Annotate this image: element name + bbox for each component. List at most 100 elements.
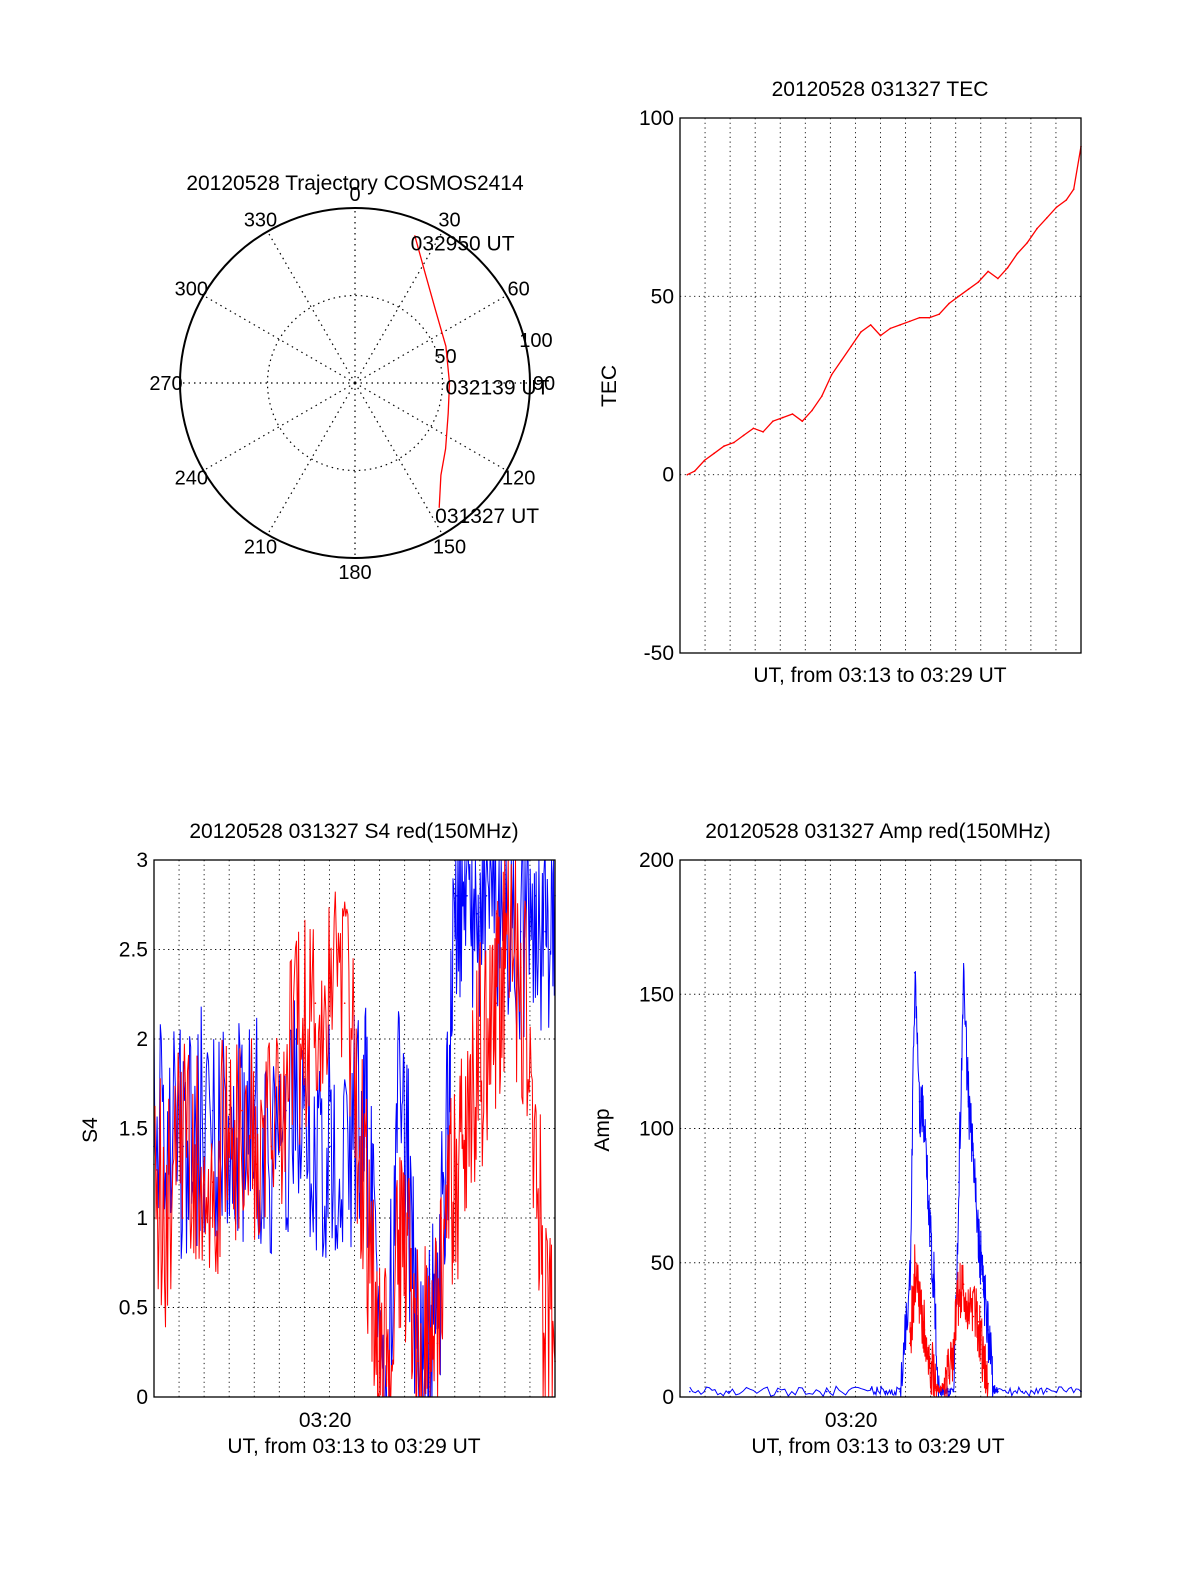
s4-point	[343, 1127, 346, 1130]
amp-point	[987, 1329, 989, 1331]
s4-point	[520, 966, 522, 969]
polar-azimuth-label: 300	[175, 279, 208, 301]
s4-point	[299, 1038, 302, 1040]
amp-point	[953, 1342, 955, 1345]
polar-azimuth-label: 120	[502, 468, 535, 490]
polar-spoke	[266, 231, 356, 384]
s4-point	[456, 895, 459, 897]
tec-ylabel: TEC	[598, 365, 621, 407]
s4-ytick-label: 1	[136, 1207, 148, 1230]
amp-point	[918, 1302, 921, 1304]
polar-spoke	[203, 382, 356, 472]
s4-point	[285, 1074, 287, 1076]
s4-point	[182, 1127, 185, 1130]
amp-frame	[679, 859, 1082, 1398]
polar-azimuth-label: 30	[438, 209, 460, 231]
trajectory-time-label: 032950 UT	[411, 232, 515, 255]
tec-point	[772, 420, 774, 423]
s4-point	[167, 1217, 170, 1219]
trajectory-polar-panel: 20120528 Trajectory COSMOS2414 0 30 60 90 12…	[149, 172, 555, 584]
tec-point	[801, 420, 804, 423]
s4-point	[476, 1074, 478, 1076]
s4-point	[378, 1360, 380, 1362]
amp-point	[982, 1288, 984, 1291]
tec-point	[889, 327, 892, 330]
tec-title: 20120528 031327 TEC	[772, 78, 989, 101]
s4-point	[534, 895, 537, 897]
amp-point	[938, 1388, 940, 1390]
s4-point	[358, 1127, 361, 1130]
trajectory-time-label: 032139 UT	[445, 377, 549, 400]
polar-azimuth-label: 60	[508, 279, 530, 301]
s4-point	[397, 1127, 400, 1130]
s4-ytick-label: 2	[136, 1028, 148, 1051]
amp-ytick-label: 150	[639, 983, 674, 1006]
amp-point	[943, 1385, 945, 1388]
amp-point	[689, 1390, 691, 1393]
s4-point	[241, 1127, 243, 1130]
polar-title: 20120528 Trajectory COSMOS2414	[186, 172, 524, 195]
s4-point	[314, 1127, 317, 1130]
tec-point	[860, 331, 862, 333]
s4-point	[211, 1181, 214, 1183]
s4-point	[368, 1127, 371, 1130]
s4-point	[329, 948, 331, 951]
s4-xlabel: UT, from 03:13 to 03:29 UT	[227, 1435, 480, 1458]
amp-point	[928, 1208, 931, 1210]
s4-point	[505, 948, 507, 951]
polar-radius-label: 100	[519, 330, 552, 352]
amp-point	[909, 1342, 911, 1345]
s4-point	[456, 1163, 459, 1166]
amp-point	[777, 1390, 779, 1393]
amp-point	[957, 1181, 960, 1183]
s4-point	[436, 1342, 439, 1345]
tec-point	[928, 316, 931, 319]
polar-outer-circle	[179, 207, 531, 559]
amp-point	[884, 1390, 887, 1393]
tec-point	[762, 431, 764, 433]
tec-point	[1016, 252, 1019, 255]
tec-point	[723, 445, 725, 447]
s4-point	[368, 1235, 371, 1237]
polar-spoke	[266, 382, 356, 535]
amp-ytick-label: 0	[662, 1386, 674, 1409]
tec-point	[957, 295, 960, 298]
s4-point	[485, 1038, 488, 1040]
tec-series-red	[687, 146, 1082, 476]
amp-ytick-label: 100	[639, 1118, 674, 1141]
amp-point	[728, 1390, 730, 1393]
tec-point	[811, 409, 813, 412]
amp-point	[977, 1235, 980, 1237]
amp-point	[899, 1390, 901, 1393]
s4-point	[446, 1181, 449, 1183]
amp-point	[997, 1390, 999, 1393]
s4-point	[241, 1109, 243, 1112]
polar-spoke	[354, 382, 444, 535]
s4-point	[466, 1127, 468, 1130]
amp-point	[982, 1355, 984, 1358]
tec-point	[1036, 227, 1038, 230]
s4-title: 20120528 031327 S4 red(150MHz)	[189, 820, 518, 843]
amp-ytick-label: 200	[639, 849, 674, 872]
amp-series-blue	[689, 962, 1082, 1399]
tec-ytick-label: 100	[639, 107, 674, 130]
tec-xlabel: UT, from 03:13 to 03:29 UT	[753, 664, 1006, 687]
polar-ring	[266, 294, 444, 472]
polar-azimuth-label: 90	[533, 373, 555, 395]
amp-point	[992, 1388, 994, 1390]
amp-point	[928, 1355, 931, 1358]
tec-point	[977, 281, 980, 283]
amp-point	[918, 1100, 921, 1103]
tec-point	[948, 302, 950, 305]
s4-point	[270, 1145, 273, 1148]
polar-azimuth-label: 180	[338, 562, 371, 584]
amp-point	[957, 1294, 960, 1296]
amp-point	[1021, 1390, 1024, 1393]
tec-chart-panel: 20120528 031327 TEC UT, from 03:13 to 03…	[598, 78, 1082, 687]
amp-point	[977, 1321, 980, 1323]
amp-point	[923, 1127, 926, 1130]
amp-point	[825, 1390, 828, 1393]
tec-point	[733, 441, 735, 444]
s4-ylabel: S4	[79, 1117, 102, 1143]
s4-point	[534, 1109, 537, 1112]
